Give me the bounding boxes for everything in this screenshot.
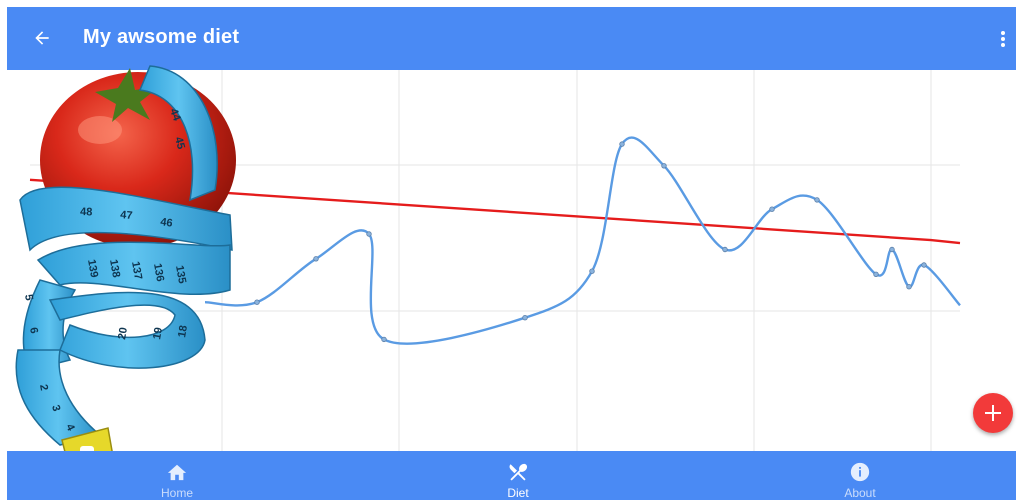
tape-number: 44: [167, 107, 183, 123]
tape-number: 135: [173, 264, 188, 284]
weight-point: [814, 197, 820, 203]
weight-point: [313, 256, 319, 262]
nav-item-about[interactable]: About: [800, 451, 920, 500]
nav-item-diet[interactable]: Diet: [458, 451, 578, 500]
target-weight-line: [29, 178, 961, 245]
weight-line: [204, 136, 961, 345]
tape-number: 137: [129, 260, 144, 280]
weight-point: [906, 283, 912, 290]
weight-point: [522, 314, 528, 321]
info-icon: [849, 461, 871, 483]
tomato-measuring-tape-icon: 44 45 46 47 48 139 138 137 136 135 20 19…: [15, 65, 236, 473]
tape-number: 4: [63, 422, 77, 433]
tape-number: 48: [80, 206, 93, 218]
tape-number: 3: [49, 404, 62, 413]
tape-number: 138: [107, 258, 122, 278]
arrow-back-icon[interactable]: [29, 25, 55, 51]
more-vert-icon[interactable]: [994, 27, 1012, 51]
weight-point: [619, 141, 625, 147]
weight-point: [254, 299, 260, 305]
tape-number: 136: [151, 262, 166, 282]
weight-point: [769, 206, 775, 212]
weight-point: [873, 271, 879, 277]
app-bar: My awsome diet: [7, 7, 1016, 70]
nav-label-about: About: [844, 486, 876, 500]
weight-point: [889, 246, 895, 253]
tape-number: 20: [116, 326, 130, 340]
nav-label-home: Home: [160, 486, 193, 500]
tape-number: 6: [27, 326, 40, 334]
diet-icon: [507, 461, 529, 483]
weight-point: [921, 262, 927, 268]
weight-point: [366, 231, 372, 237]
tape-number: 2: [37, 383, 50, 391]
tape-number: 46: [160, 216, 174, 230]
weight-point: [661, 163, 667, 169]
tape-number: 19: [151, 326, 165, 340]
tape-number: 5: [22, 293, 35, 301]
tape-number: 139: [85, 258, 100, 278]
add-icon: [985, 405, 1001, 421]
weight-point: [589, 268, 595, 274]
tape-number: 47: [120, 209, 133, 222]
bottom-navigation: Home Diet About: [7, 451, 1016, 500]
weight-point: [381, 336, 387, 343]
tape-number: 18: [176, 324, 190, 338]
page-title: My awsome diet: [83, 26, 240, 48]
nav-item-home[interactable]: Home: [117, 451, 237, 500]
tape-number: 45: [172, 136, 187, 151]
nav-label-diet: Diet: [507, 486, 529, 500]
weight-point: [722, 246, 728, 253]
weight-points: [254, 141, 927, 343]
home-icon: [166, 461, 188, 483]
add-entry-button[interactable]: [973, 393, 1013, 433]
